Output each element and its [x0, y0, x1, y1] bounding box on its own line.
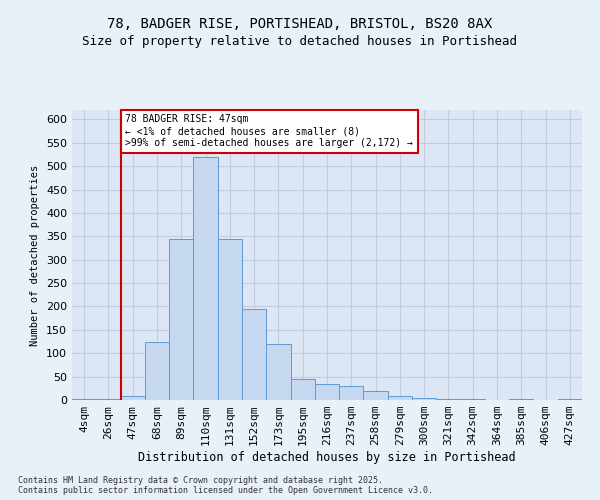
Bar [96, 399, 121, 400]
Bar [412, 398, 436, 400]
Bar [388, 396, 412, 400]
Bar [339, 386, 364, 400]
Y-axis label: Number of detached properties: Number of detached properties [31, 164, 40, 346]
Bar [364, 390, 388, 400]
Bar [315, 384, 339, 400]
Text: Contains HM Land Registry data © Crown copyright and database right 2025.
Contai: Contains HM Land Registry data © Crown c… [18, 476, 433, 495]
Bar [461, 399, 485, 400]
Bar [169, 238, 193, 400]
Text: Size of property relative to detached houses in Portishead: Size of property relative to detached ho… [83, 35, 517, 48]
X-axis label: Distribution of detached houses by size in Portishead: Distribution of detached houses by size … [138, 451, 516, 464]
Bar [72, 399, 96, 400]
Bar [242, 309, 266, 400]
Bar [193, 157, 218, 400]
Bar [558, 399, 582, 400]
Bar [436, 399, 461, 400]
Bar [509, 399, 533, 400]
Text: 78 BADGER RISE: 47sqm
← <1% of detached houses are smaller (8)
>99% of semi-deta: 78 BADGER RISE: 47sqm ← <1% of detached … [125, 114, 413, 148]
Bar [121, 396, 145, 400]
Bar [290, 379, 315, 400]
Bar [266, 344, 290, 400]
Bar [218, 238, 242, 400]
Text: 78, BADGER RISE, PORTISHEAD, BRISTOL, BS20 8AX: 78, BADGER RISE, PORTISHEAD, BRISTOL, BS… [107, 18, 493, 32]
Bar [145, 342, 169, 400]
